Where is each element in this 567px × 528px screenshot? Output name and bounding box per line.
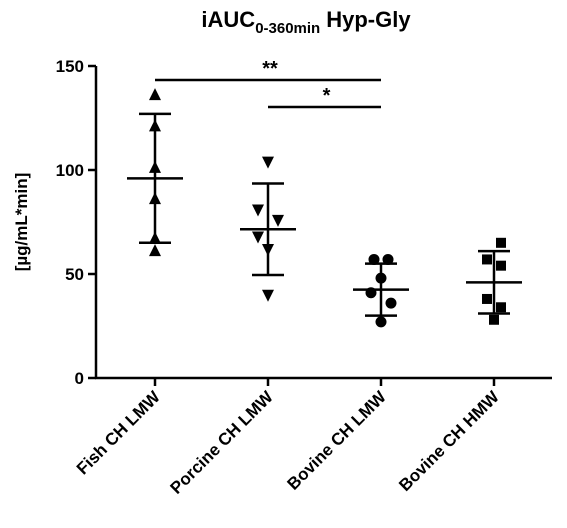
data-point	[149, 119, 161, 132]
plot-marks: ***	[127, 58, 522, 328]
y-tick-label: 150	[56, 57, 84, 76]
significance-label: **	[262, 58, 278, 80]
data-point	[149, 160, 161, 173]
x-tick-label: Fish CH LMW	[73, 387, 165, 479]
x-tick-label: Porcine CH LMW	[167, 387, 278, 498]
data-point	[365, 287, 377, 299]
data-point	[385, 297, 397, 309]
data-point	[382, 253, 394, 265]
data-point	[252, 204, 264, 217]
data-point	[149, 192, 161, 205]
x-tick-label: Bovine CH HMW	[395, 387, 503, 495]
y-tick-label: 0	[75, 369, 84, 388]
y-tick-label: 100	[56, 161, 84, 180]
data-point	[272, 214, 284, 227]
data-point	[149, 231, 161, 244]
data-point	[252, 231, 264, 244]
data-point	[496, 237, 506, 248]
data-point	[489, 314, 499, 325]
y-axis-label: [µg/mL*min]	[12, 173, 31, 272]
data-point	[482, 293, 492, 304]
data-point	[496, 260, 506, 271]
title-suffix: Hyp-Gly	[326, 7, 411, 32]
data-point	[262, 156, 274, 169]
significance-label: *	[323, 85, 331, 107]
data-point	[149, 244, 161, 257]
data-point	[262, 289, 274, 302]
title-main: iAUC	[201, 7, 255, 32]
y-tick-label: 50	[65, 265, 84, 284]
chart-title: iAUC0-360min Hyp-Gly	[201, 7, 411, 37]
data-point	[149, 88, 161, 101]
x-tick-label: Bovine CH LMW	[284, 387, 391, 494]
data-point	[375, 272, 387, 284]
title-subscript: 0-360min	[255, 20, 320, 37]
data-point	[496, 302, 506, 313]
data-point	[482, 254, 492, 265]
data-point	[375, 316, 387, 328]
data-point	[368, 253, 380, 265]
data-point	[262, 244, 274, 257]
